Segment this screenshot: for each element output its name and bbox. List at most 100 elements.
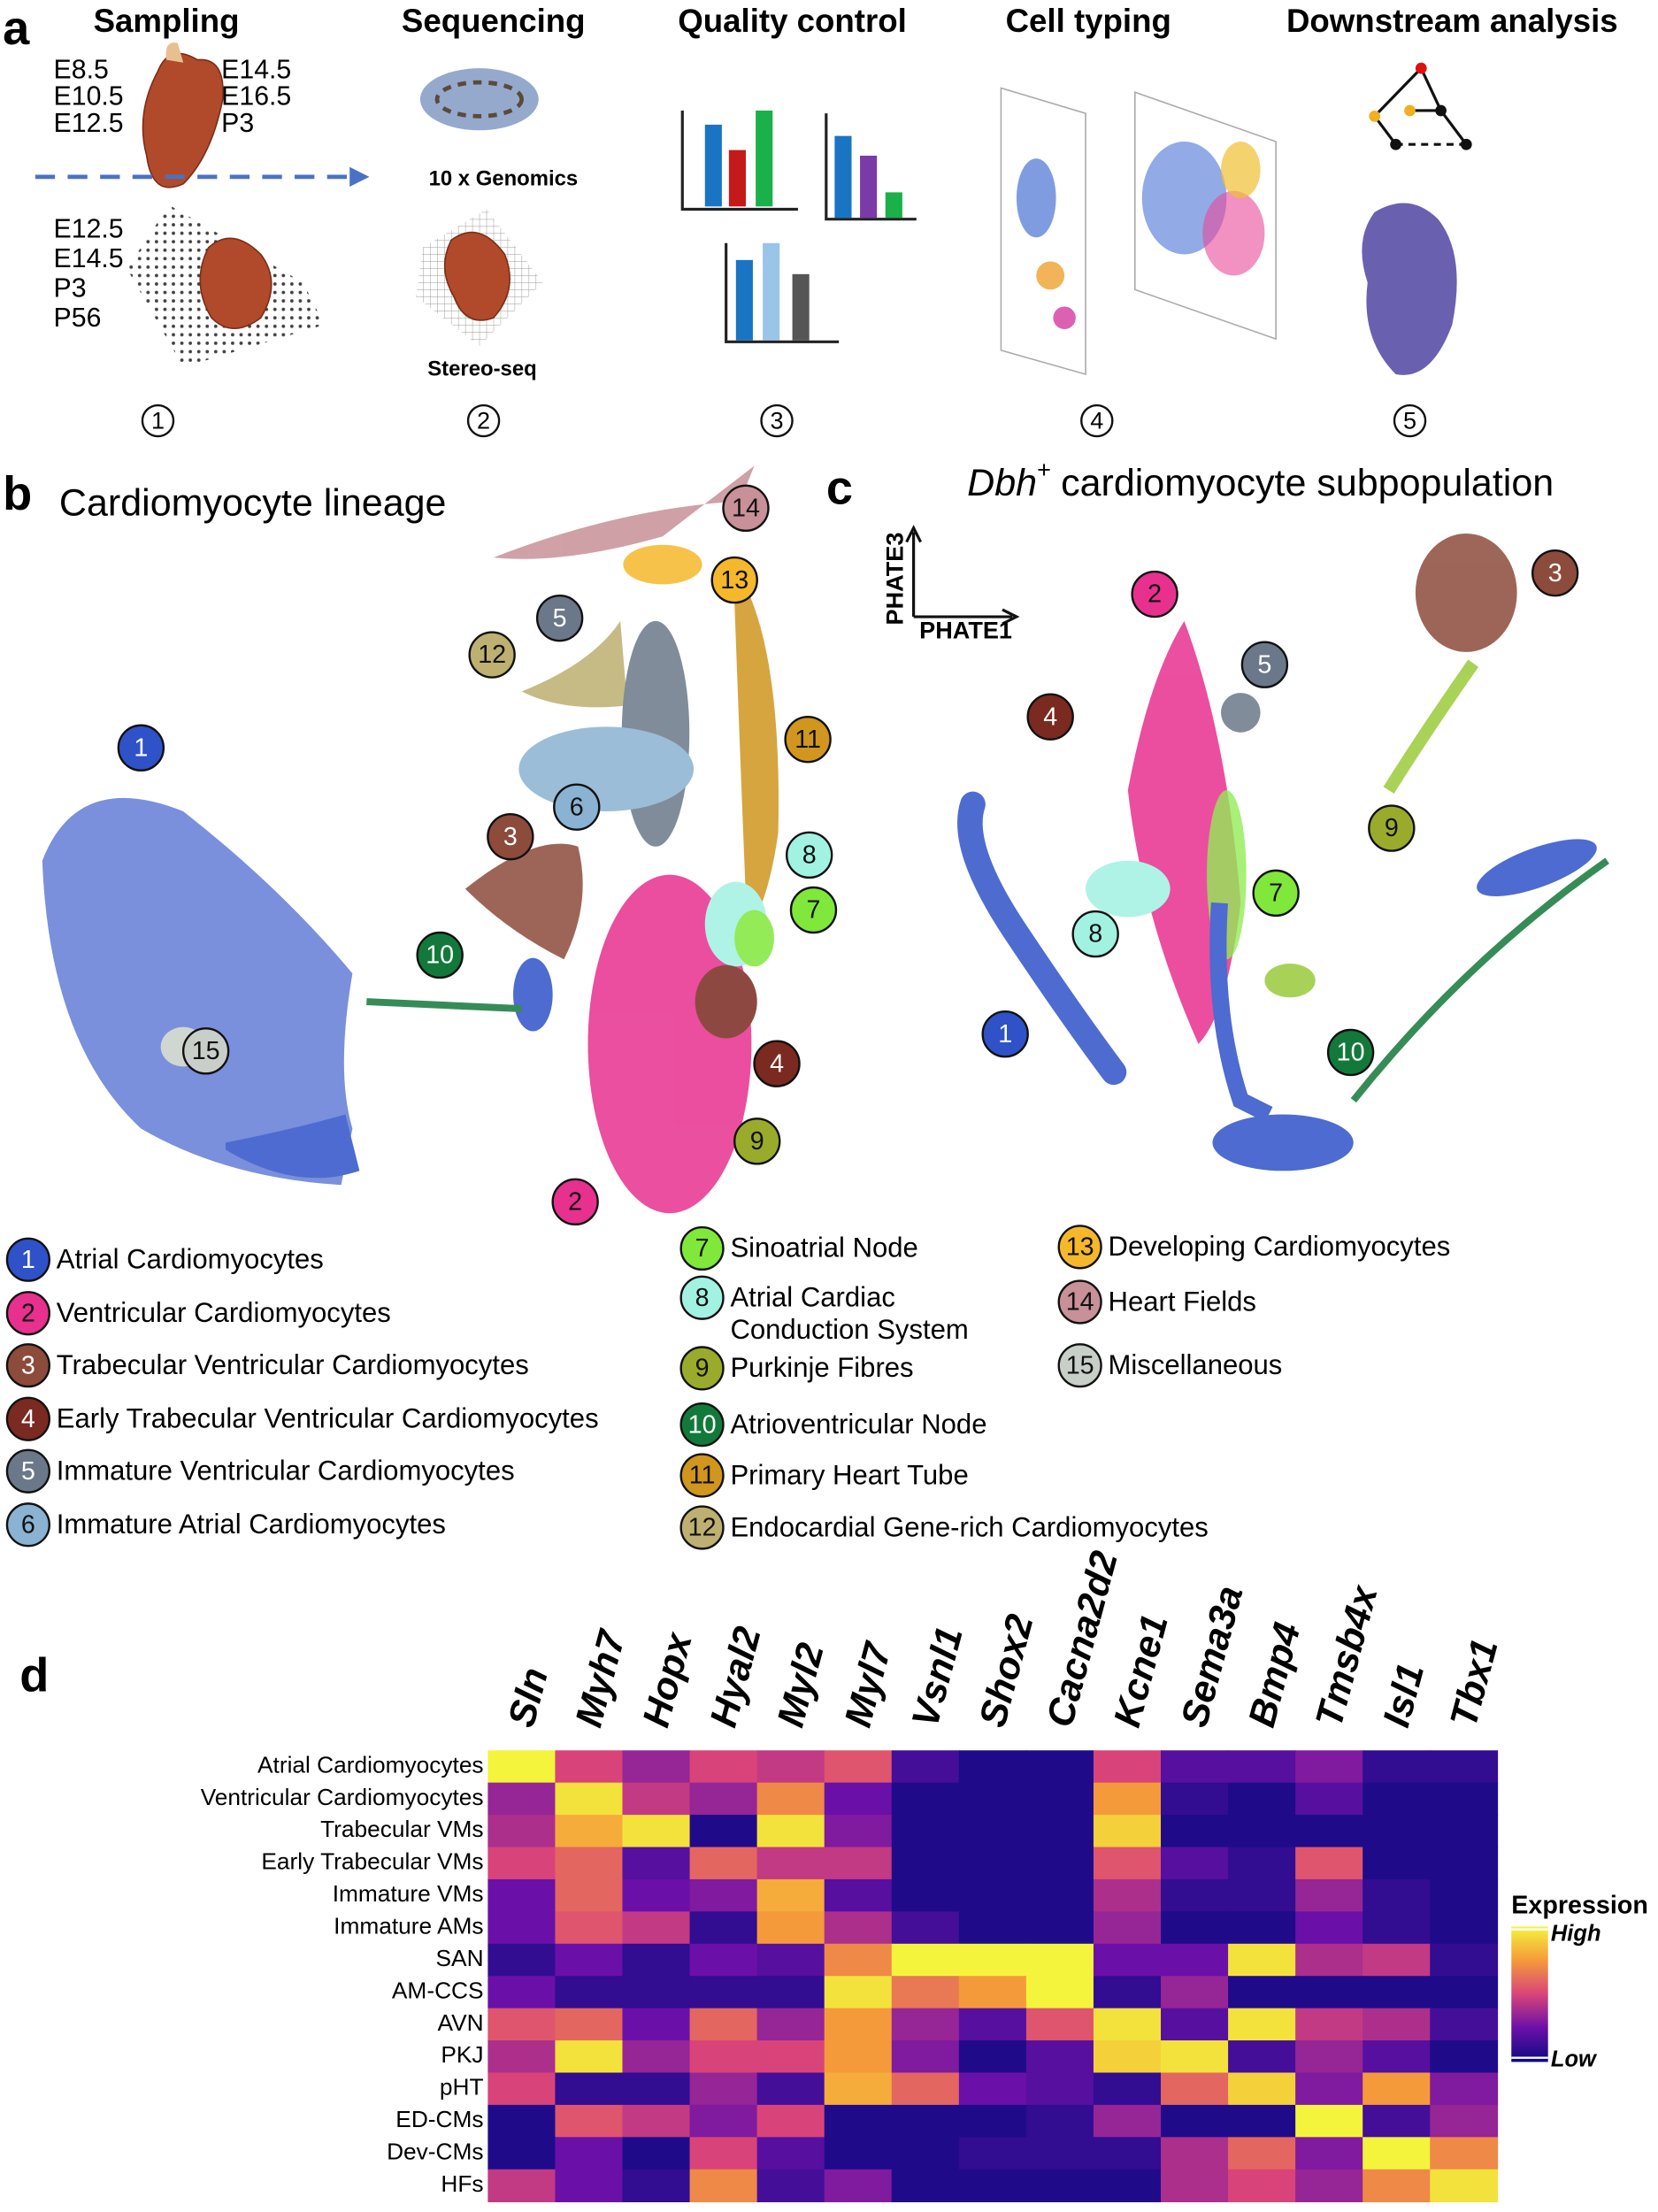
panel-title: Dbh+ cardiomyocyte subpopulation [967,456,1554,504]
heatmap-cell [1228,1782,1296,1816]
heatmap-cell [1362,2169,1432,2202]
legend-label: Immature Ventricular Cardiomyocytes [57,1455,515,1486]
legend-label: Miscellaneous [1109,1349,1283,1380]
cluster-badge [5,1448,50,1494]
heatmap-cell [1295,1782,1364,1816]
legend-label: Purkinje Fibres [730,1352,913,1383]
panel-b-embedding [42,465,779,1214]
heatmap-cell [756,2040,825,2074]
heatmap-cell [1093,1750,1162,1784]
heatmap-cell [555,1878,624,1913]
step-title: Sequencing [402,3,586,39]
heatmap-cell [1295,1750,1364,1784]
panel-letter: d [19,1648,49,1701]
row-label: Immature AMs [334,1913,483,1939]
heatmap-cell [958,1943,1027,1978]
heatmap-cell [487,2137,557,2170]
column-label: Bmp4 [1240,1618,1309,1732]
cluster-badge [1252,869,1300,918]
heatmap-cell [1025,1976,1094,2009]
cluster-badge [468,631,516,679]
heatmap-cell [958,1782,1027,1816]
row-label: AM-CCS [392,1977,484,2003]
step-number: 1 [151,406,165,434]
row-label: pHT [440,2074,484,2101]
cluster-badge [1057,1343,1102,1388]
heatmap-cell [555,2137,624,2170]
heatmap-cell [824,2169,893,2202]
heatmap-cell [1430,2040,1499,2074]
heatmap-cell [958,1750,1027,1784]
heatmap-cell [1430,1750,1499,1784]
heatmap-cell [891,2040,960,2074]
cluster-badge [753,1040,801,1087]
step-circle [1393,403,1427,438]
legend-label: Heart Fields [1109,1286,1256,1317]
heatmap-cell [1228,1847,1296,1880]
time-point: E12.5 [54,214,124,243]
badge-number: 13 [720,566,748,595]
heatmap-cell [487,1976,557,2009]
heatmap-cell [622,1911,691,1945]
row-label: Dev-CMs [387,2138,484,2164]
column-label: Hopx [635,1627,702,1732]
cluster-badge [679,1453,725,1498]
cluster-badge [553,783,601,831]
badge-number: 11 [689,1462,716,1490]
badge-number: 7 [806,896,820,925]
heatmap-cell [689,2137,758,2170]
heatmap-cell [622,2137,691,2170]
panel-a-icons [35,42,1472,376]
heatmap-cell [1228,1911,1296,1945]
heatmap-cell [487,1782,557,1816]
heatmap-cell [1093,2072,1162,2106]
heatmap-cell [1295,2169,1364,2202]
heatmap-cell [958,1976,1027,2009]
heatmap-cell [756,1782,825,1816]
colorbar-label: Low [1551,2047,1598,2072]
cluster-badge [1240,641,1289,688]
badge-number: 1 [21,1246,35,1274]
heatmap-cell [689,1815,758,1848]
heatmap-cell [487,1750,557,1784]
row-label: Atrial Cardiomyocytes [257,1751,484,1778]
heatmap-cell [555,1911,624,1945]
colorbar [1511,1926,1548,2062]
heatmap-cell [1430,2137,1499,2170]
heatmap-cell [622,2169,691,2202]
legend-label: Endocardial Gene-rich Cardiomyocytes [730,1511,1208,1542]
panel-letter: b [3,467,32,520]
heatmap-cell [555,1847,624,1880]
heatmap-cell [622,2008,691,2041]
heatmap-cell [1430,2104,1499,2139]
heatmap-cell [1362,2137,1432,2170]
heatmap-cell [958,2072,1027,2106]
step-circle [466,403,501,438]
heatmap-cell [689,2104,758,2139]
row-label: SAN [436,1945,484,1971]
badge-number: 10 [426,941,454,970]
heatmap-cell [1362,2104,1432,2139]
heatmap-cell [1430,2072,1499,2106]
time-point: E10.5 [54,82,124,111]
heatmap-cell [622,2040,691,2074]
legend-label: Primary Heart Tube [730,1459,968,1490]
heatmap-cell [824,1815,893,1848]
heatmap-cell [1093,1911,1162,1945]
cluster-badge [679,1402,725,1448]
heatmap-cell [1025,1782,1094,1816]
heatmap-cell [824,1750,893,1784]
heatmap-cell [1161,1976,1229,2009]
heatmap-cell [958,1847,1027,1880]
heatmap-cell [1430,2169,1499,2202]
heatmap-cell [1228,2104,1296,2139]
step-number: 3 [771,406,784,434]
heatmap-cell [891,2072,960,2106]
heatmap-cell [891,1815,960,1848]
step-circle [141,403,175,438]
heatmap-cell [756,1976,825,2009]
cluster-badge [733,1118,781,1165]
heatmap-cell [1228,2072,1296,2106]
time-point: E16.5 [221,82,291,111]
